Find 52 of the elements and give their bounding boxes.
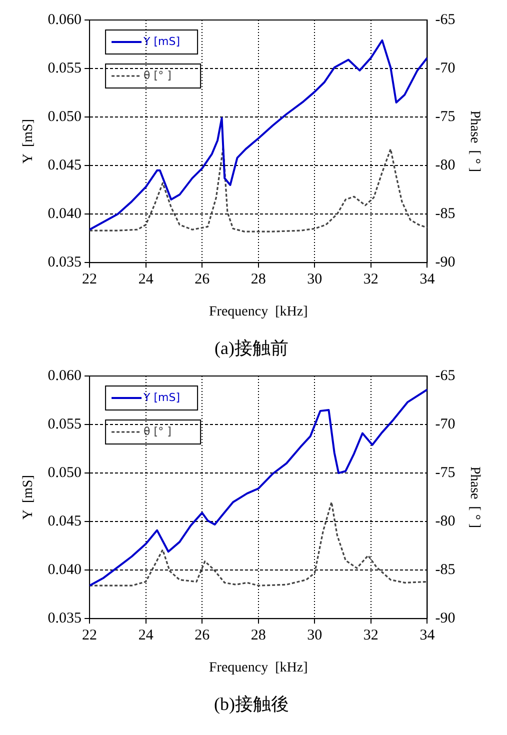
x-tick-label: 34	[420, 272, 436, 288]
x-tick-label: 34	[420, 628, 436, 644]
x-tick-label: 24	[138, 628, 154, 644]
legend-label: θ [° ]	[144, 424, 172, 438]
x-tick-label: 22	[82, 272, 98, 288]
line-series	[90, 146, 428, 232]
y-axis-title: Y [mS]	[21, 119, 36, 164]
x-tick-label: 28	[250, 628, 266, 644]
y-tick-label: 0.055	[48, 60, 82, 76]
y-tick-label: 0.040	[48, 562, 82, 578]
y2-tick-label: -80	[435, 513, 456, 530]
y2-tick-label: -80	[435, 157, 456, 174]
y-tick-label: 0.035	[48, 254, 82, 271]
y2-axis-title: Phase [ ° ]	[466, 466, 482, 528]
y2-tick-label: -70	[435, 416, 456, 432]
y2-tick-label: -65	[435, 12, 456, 28]
x-tick-label: 26	[194, 628, 210, 644]
y2-axis-title: Phase [ ° ]	[466, 110, 482, 172]
y-tick-label: 0.045	[48, 157, 82, 174]
y-tick-label: 0.060	[48, 12, 82, 28]
y2-tick-label: -70	[435, 60, 456, 76]
y-tick-label: 0.045	[48, 513, 82, 530]
legend-label: Y [mS]	[142, 34, 180, 48]
x-tick-label: 24	[138, 272, 154, 288]
y-tick-label: 0.040	[48, 206, 82, 222]
x-tick-label: 30	[307, 628, 322, 644]
y-tick-label: 0.035	[48, 610, 82, 627]
text: (b)接触後	[214, 694, 289, 714]
legend-label: θ [° ]	[144, 68, 172, 82]
y-axis-title: Y [mS]	[21, 475, 36, 520]
x-axis-title: Frequency [kHz]	[209, 304, 308, 320]
y-tick-label: 0.050	[48, 464, 82, 481]
y2-tick-label: -65	[435, 368, 456, 384]
y-tick-label: 0.055	[48, 416, 82, 432]
line-series	[90, 501, 428, 586]
x-axis-title: Frequency [kHz]	[209, 660, 308, 676]
x-tick-label: 30	[307, 272, 322, 288]
y-tick-label: 0.050	[48, 108, 82, 125]
x-tick-label: 32	[363, 272, 378, 288]
y2-tick-label: -90	[435, 610, 456, 627]
y2-tick-label: -85	[435, 562, 456, 578]
text: (a)接触前	[214, 338, 288, 358]
y2-tick-label: -75	[435, 464, 456, 481]
y2-tick-label: -75	[435, 108, 456, 125]
y2-tick-label: -85	[435, 206, 456, 222]
x-tick-label: 22	[82, 628, 98, 644]
y-tick-label: 0.060	[48, 368, 82, 384]
legend-label: Y [mS]	[142, 390, 180, 404]
x-tick-label: 32	[363, 628, 378, 644]
x-tick-label: 28	[250, 272, 266, 288]
y2-tick-label: -90	[435, 254, 456, 271]
x-tick-label: 26	[194, 272, 210, 288]
